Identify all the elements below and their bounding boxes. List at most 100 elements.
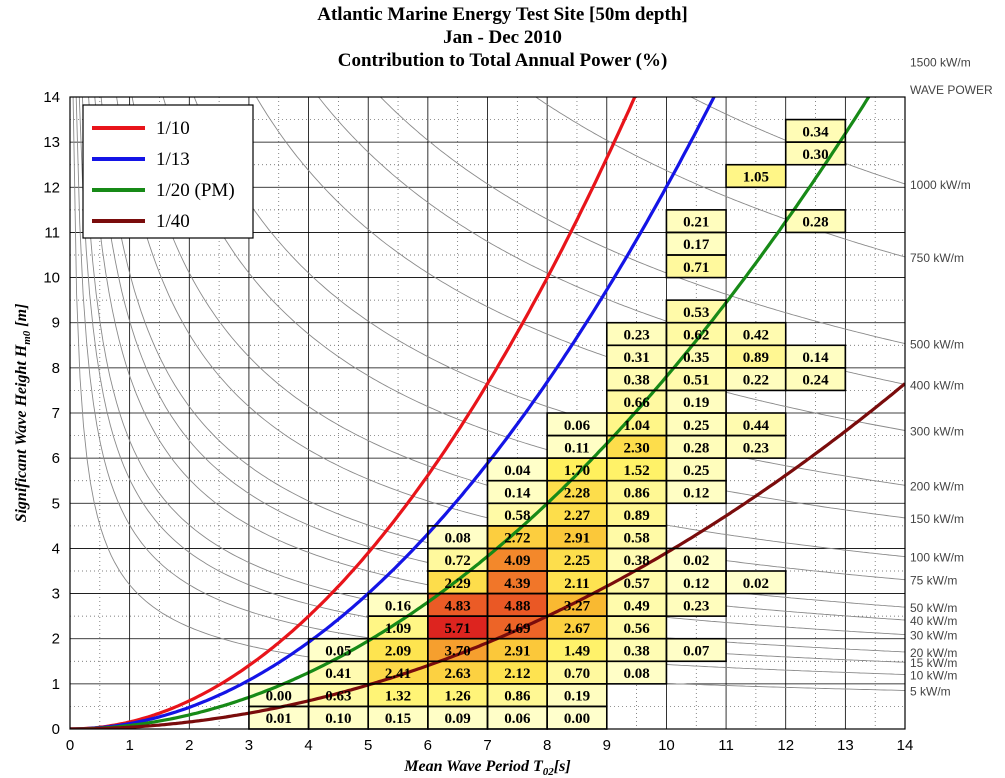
heatmap-cell (606, 661, 667, 684)
heatmap-cell (666, 548, 727, 571)
heatmap-cell-value: 0.62 (683, 328, 709, 344)
heatmap-cell-value: 0.89 (743, 350, 769, 366)
heatmap-cell-value: 4.69 (504, 621, 530, 637)
heatmap-cell (547, 616, 607, 639)
heatmap-cell (427, 683, 488, 707)
chart-subtitle-metric: Contribution to Total Annual Power (%) (337, 50, 668, 71)
heatmap-cell-value: 4.39 (504, 576, 530, 592)
heatmap-cell-value: 0.12 (683, 486, 709, 502)
heatmap-cell (785, 367, 846, 391)
heatmap-cell-value: 0.53 (683, 305, 709, 321)
heatmap-cell-value: 1.52 (623, 463, 649, 479)
heatmap-cell-value: 0.21 (683, 215, 709, 231)
heatmap-cell (726, 413, 786, 436)
heatmap-cell (726, 367, 786, 391)
power-contour-label: 75 kW/m (910, 574, 957, 588)
legend-label: 1/20 (PM) (156, 180, 235, 201)
heatmap-cell (547, 661, 607, 684)
power-contour-label: 500 kW/m (910, 338, 964, 352)
power-contour-label: 300 kW/m (910, 424, 964, 438)
power-contour-label: 750 kW/m (910, 251, 964, 265)
heatmap-cell-border (665, 299, 727, 324)
heatmap-cell (487, 661, 548, 684)
heatmap-cell-value: 0.23 (623, 328, 649, 344)
heatmap-cell (547, 503, 607, 526)
power-contour-750 (535, 97, 905, 258)
heatmap-cell-border (784, 118, 847, 143)
power-contour-label: 40 kW/m (910, 614, 957, 628)
legend-label: 1/13 (156, 149, 190, 170)
legend-label: 1/10 (156, 118, 190, 139)
heatmap-cell (308, 706, 369, 729)
heatmap-cell-value: 0.38 (623, 373, 649, 389)
heatmap-cell-value: 0.09 (445, 711, 471, 727)
heatmap-cell-value: 0.30 (802, 147, 828, 163)
x-tick-label: 10 (658, 737, 675, 754)
heatmap-cell-value: 0.38 (623, 644, 649, 660)
heatmap-cell (666, 232, 727, 255)
heatmap-cell-value: 2.30 (623, 440, 649, 456)
heatmap-cell-value: 3.27 (564, 598, 591, 614)
heatmap-cell-value: 3.70 (445, 644, 471, 660)
heatmap-cell-value: 0.12 (683, 576, 709, 592)
heatmap-cell-value: 2.28 (564, 486, 590, 502)
x-tick-label: 5 (364, 737, 372, 754)
heatmap-cell (666, 638, 727, 662)
heatmap-cell-value: 0.28 (802, 215, 828, 231)
heatmap-cell-value: 0.42 (743, 328, 769, 344)
heatmap-cell-border (725, 321, 787, 347)
power-contour-label: 10 kW/m (910, 668, 957, 682)
power-contour-200 (193, 97, 905, 486)
heatmap-cell-value: 0.31 (623, 350, 649, 366)
heatmap-cell (427, 525, 488, 549)
heatmap-cell-value: 0.70 (564, 666, 590, 682)
heatmap-cell-value: 0.10 (325, 711, 351, 727)
heatmap-cell-value: 0.71 (683, 260, 709, 276)
heatmap-cell-value: 0.23 (683, 598, 709, 614)
chart-titles: Atlantic Marine Energy Test Site [50m de… (0, 0, 1005, 72)
x-tick-label: 8 (543, 737, 551, 754)
heatmap-labels: 0.01 0.10 0.15 0.09 0.06 0.00 0.00 0.63 1.32 1.26… (248, 118, 847, 730)
y-tick-label: 8 (52, 360, 60, 377)
x-tick-label: 1 (125, 737, 133, 754)
heatmap-cell-value: 0.58 (504, 508, 530, 524)
heatmap-cell (547, 638, 607, 662)
y-tick-label: 2 (52, 631, 60, 648)
power-contour-label: 15 kW/m (910, 656, 957, 670)
heatmap-cell (606, 322, 667, 346)
heatmap-cell-value: 2.12 (504, 666, 530, 682)
y-axis-label: Significant Wave Height Hm0 [m] (13, 304, 33, 523)
y-tick-label: 9 (52, 315, 60, 332)
y-tick-label: 3 (52, 586, 60, 603)
heatmap-cell (606, 616, 667, 639)
heatmap-cell (547, 435, 607, 459)
heatmap-cell-value: 1.70 (564, 463, 590, 479)
heatmap-cell (606, 593, 667, 617)
heatmap-cell-value: 2.91 (504, 644, 530, 660)
power-contour-label: 200 kW/m (910, 479, 964, 493)
power-contour-150 (162, 97, 905, 519)
heatmap-cell (427, 661, 488, 684)
heatmap-cell-value: 0.24 (802, 373, 829, 389)
heatmap-cell (248, 683, 309, 707)
heatmap-cell (666, 480, 727, 504)
heatmap-cell-value: 0.06 (564, 418, 591, 434)
wave-power-title: WAVE POWER (910, 83, 993, 97)
heatmap-cell (785, 119, 846, 143)
x-axis-label: Mean Wave Period T02[s] (403, 758, 570, 778)
y-tick-label: 14 (43, 89, 60, 106)
heatmap-cell (785, 345, 846, 368)
y-tick-label: 12 (43, 179, 60, 196)
heatmap-cell-value: 4.09 (504, 553, 530, 569)
heatmap-cell-value: 0.34 (802, 124, 829, 140)
heatmap-cell-border (665, 547, 727, 572)
heatmap-cell-value: 0.86 (504, 689, 531, 705)
heatmap-cell-border (725, 163, 787, 189)
heatmap-cell (487, 638, 548, 662)
heatmap-cell (606, 367, 667, 391)
heatmap-cell-value: 1.04 (623, 418, 650, 434)
heatmap-cell-value: 0.44 (743, 418, 770, 434)
x-tick-label: 9 (603, 737, 611, 754)
heatmap-cell (487, 503, 548, 526)
heatmap-cell-value: 2.11 (564, 576, 589, 592)
